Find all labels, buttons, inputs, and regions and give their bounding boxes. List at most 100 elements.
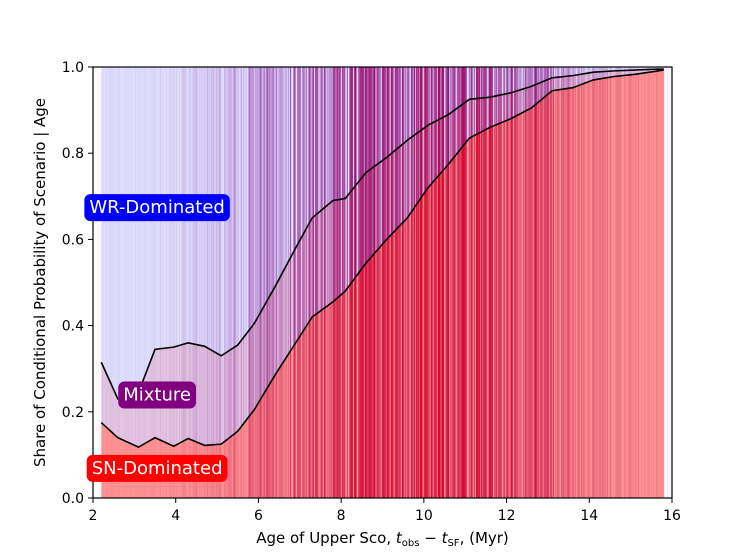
band-strip-bottom: [453, 67, 455, 498]
x-tick-label: 4: [171, 508, 180, 524]
band-strip-bottom: [189, 67, 192, 498]
band-strip-top: [314, 67, 317, 498]
band-strip-bottom: [435, 67, 437, 498]
band-strip-top: [293, 67, 296, 498]
band-strip-bottom: [212, 67, 215, 498]
band-strip-top: [596, 67, 599, 498]
band-strip-bottom: [593, 67, 595, 498]
band-strip-bottom: [539, 67, 541, 498]
band-strip-top: [346, 67, 348, 498]
band-strip-bottom: [344, 67, 346, 498]
band-strip-top: [280, 67, 283, 498]
band-strip-bottom: [336, 67, 339, 498]
band-strip-bottom: [320, 67, 322, 498]
band-strip-top: [634, 67, 637, 498]
band-strip-bottom: [434, 67, 436, 498]
band-strip-bottom: [191, 67, 193, 498]
band-strip-top: [601, 67, 604, 498]
band-strip-bottom: [589, 67, 591, 498]
band-strip-top: [606, 67, 608, 498]
band-strip-bottom: [363, 67, 365, 498]
band-strip-top: [510, 67, 513, 498]
band-strip-top: [297, 67, 299, 498]
band-strip-bottom: [416, 67, 418, 498]
band-strip-bottom: [489, 67, 492, 498]
band-strip-bottom: [343, 67, 346, 498]
band-strip-bottom: [499, 67, 501, 498]
band-strip-bottom: [447, 67, 450, 498]
band-strip-top: [388, 67, 390, 498]
band-strip-bottom: [224, 67, 226, 498]
band-strip-top: [529, 67, 532, 498]
band-strip-bottom: [617, 67, 620, 498]
band-strip-bottom: [268, 67, 271, 498]
band-strip-bottom: [554, 67, 557, 498]
band-strip-bottom: [330, 67, 332, 498]
band-strip-top: [617, 67, 620, 498]
band-strip-bottom: [450, 67, 452, 498]
band-strip-bottom: [234, 67, 236, 498]
region-label-1: Mixture: [118, 381, 196, 409]
band-strip-bottom: [311, 67, 314, 498]
band-strip-bottom: [585, 67, 587, 498]
band-strip-bottom: [183, 67, 186, 498]
band-strip-top: [224, 67, 226, 498]
band-strip-top: [524, 67, 527, 498]
band-strip-bottom: [537, 67, 540, 498]
band-strip-bottom: [439, 67, 441, 498]
band-strip-bottom: [369, 67, 372, 498]
y-axis: 0.0 0.2 0.4 0.6 0.8 1.0: [62, 60, 93, 507]
y-tick-label: 1.0: [62, 60, 84, 76]
band-strip-top: [657, 67, 660, 498]
band-strip-top: [567, 67, 570, 498]
band-strip-bottom: [265, 67, 268, 498]
band-strip-bottom: [483, 67, 484, 498]
band-strip-bottom: [297, 67, 299, 498]
region-label-box: [84, 194, 230, 222]
band-strip-bottom: [522, 67, 524, 498]
band-strip-top: [558, 67, 560, 498]
band-strip-top: [408, 67, 410, 498]
band-strip-top: [594, 67, 596, 498]
band-strip-top: [410, 67, 413, 498]
band-strip-bottom: [195, 67, 198, 498]
band-strip-bottom: [260, 67, 263, 498]
band-strip-top: [572, 67, 574, 498]
band-strip-bottom: [556, 67, 559, 498]
band-strip-top: [518, 67, 520, 498]
band-strip-top: [328, 67, 330, 498]
band-strip-top: [571, 67, 574, 498]
band-strip-bottom: [547, 67, 549, 498]
band-strip-top: [411, 67, 414, 498]
band-strip-top: [509, 67, 512, 498]
band-strip-top: [648, 67, 650, 498]
band-strip-top: [240, 67, 243, 498]
band-strip-top: [341, 67, 344, 498]
y-tick-label: 0.6: [62, 232, 84, 248]
band-strip-bottom: [308, 67, 311, 498]
band-strip-top: [406, 67, 409, 498]
band-strip-top: [520, 67, 522, 498]
band-strip-top: [457, 67, 459, 498]
region-label-text: WR-Dominated: [89, 197, 224, 218]
band-strip-bottom: [231, 67, 232, 498]
x-tick-label: 6: [254, 508, 263, 524]
band-strip-top: [332, 67, 335, 498]
region-label-0: WR-Dominated: [84, 194, 230, 222]
band-strip-top: [234, 67, 236, 498]
band-strip-top: [618, 67, 622, 498]
band-strip-top: [298, 67, 301, 498]
band-strip-bottom: [442, 67, 445, 498]
band-strip-bottom: [278, 67, 281, 498]
band-strip-top: [583, 67, 585, 498]
band-strip-bottom: [553, 67, 554, 498]
band-strip-bottom: [504, 67, 506, 498]
band-strip-bottom: [334, 67, 336, 498]
band-strip-top: [560, 67, 562, 498]
band-strip-top: [532, 67, 534, 498]
band-strip-top: [219, 67, 221, 498]
band-strip-top: [577, 67, 580, 498]
band-strip-top: [514, 67, 516, 498]
band-strip-bottom: [198, 67, 201, 498]
band-strip-bottom: [565, 67, 568, 498]
